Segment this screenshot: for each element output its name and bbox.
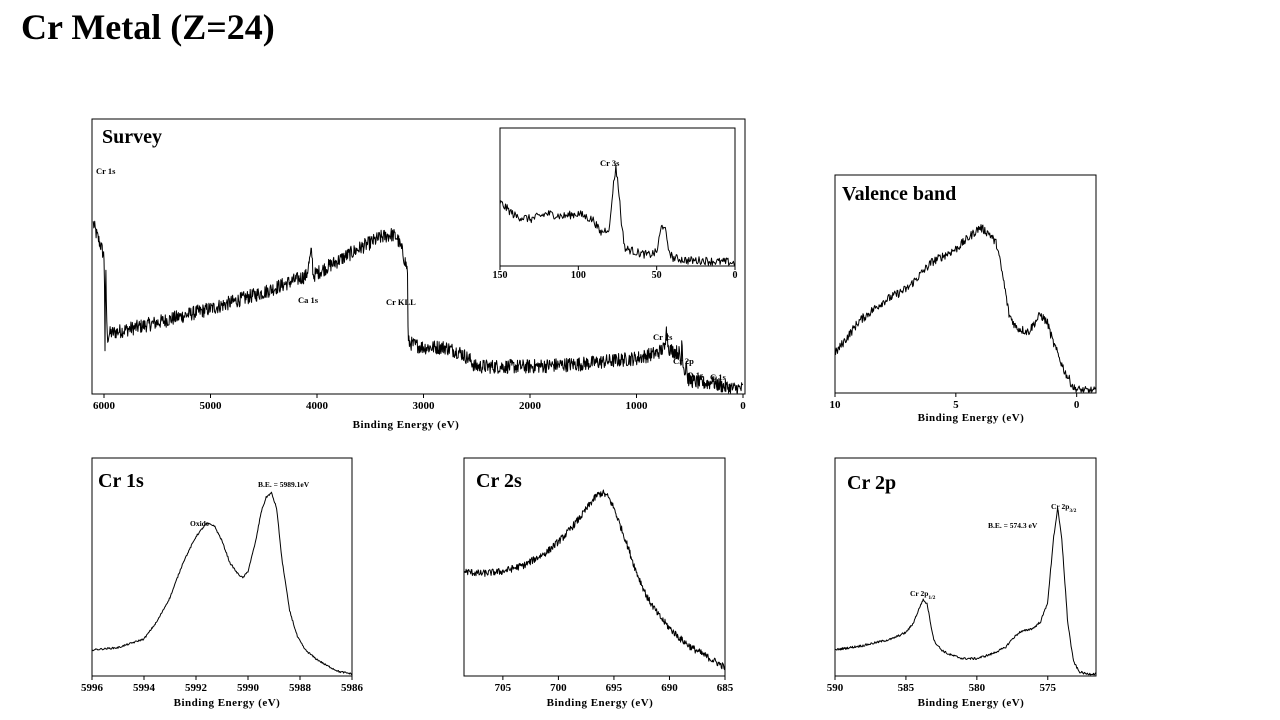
- valence-title: Valence band: [842, 183, 956, 205]
- cr1s-title: Cr 1s: [98, 470, 144, 492]
- cr2p-title: Cr 2p: [847, 472, 896, 494]
- survey-spectrum: [92, 220, 744, 394]
- annotation-cr-3s: Cr 3s: [600, 158, 620, 168]
- cr2s-panel: Cr 2s Binding Energy (eV) 705 700 695 690 68…: [463, 457, 734, 709]
- valence-tick-label: 0: [1074, 399, 1080, 411]
- cr2s-frame: [463, 457, 726, 677]
- cr1s-tick-label: 5986: [341, 682, 364, 694]
- valence-spectrum: [834, 224, 1097, 393]
- cr2p-tick-label: 575: [1040, 682, 1057, 694]
- survey-tick-label: 4000: [306, 400, 329, 412]
- cr2p-ticks: 590 585 580 575: [827, 676, 1057, 694]
- cr1s-tick-label: 5996: [81, 682, 104, 694]
- cr2p-frame: [834, 457, 1097, 677]
- cr2p-tick-label: 585: [898, 682, 915, 694]
- survey-frame: [91, 118, 746, 395]
- survey-title: Survey: [102, 126, 162, 148]
- cr1s-frame: [91, 457, 353, 677]
- survey-tick-label: 6000: [93, 400, 116, 412]
- cr2s-tick-label: 690: [661, 682, 678, 694]
- valence-xlabel: Binding Energy (eV): [918, 412, 1025, 424]
- survey-annotations: Cr 1s Ca 1s Cr KLL Cr 2s Cr 2p O 1s C 1s: [96, 166, 727, 382]
- cr2p-tick-label: 590: [827, 682, 844, 694]
- annotation-cr1s-be: B.E. = 5989.1eV: [258, 480, 310, 489]
- survey-inset-spectrum: [499, 164, 736, 266]
- cr1s-xlabel: Binding Energy (eV): [174, 697, 281, 709]
- cr1s-spectrum: [91, 491, 353, 675]
- survey-tick-label: 3000: [413, 400, 436, 412]
- cr2p-panel: Cr 2p Binding Energy (eV) 590 585 580 575 C…: [827, 457, 1097, 709]
- cr2s-tick-label: 695: [606, 682, 623, 694]
- valence-ticks: 10 5 0: [830, 393, 1080, 411]
- cr2s-tick-label: 705: [495, 682, 512, 694]
- survey-xlabel: Binding Energy (eV): [353, 419, 460, 431]
- valence-tick-label: 10: [830, 399, 842, 411]
- cr1s-tick-label: 5992: [185, 682, 208, 694]
- survey-inset-tick-label: 50: [652, 270, 662, 281]
- valence-tick-label: 5: [953, 399, 959, 411]
- page-title: Cr Metal (Z=24): [21, 7, 275, 47]
- cr1s-ticks: 5996 5994 5992 5990 5988 5986: [81, 676, 364, 694]
- cr2s-ticks: 705 700 695 690 685: [495, 676, 734, 694]
- annotation-cr-2p: Cr 2p: [673, 356, 694, 366]
- cr1s-tick-label: 5990: [237, 682, 260, 694]
- annotation-cr-1s: Cr 1s: [96, 166, 116, 176]
- annotation-oxide: Oxide: [190, 519, 210, 528]
- cr2p-xlabel: Binding Energy (eV): [918, 697, 1025, 709]
- survey-panel: Survey Binding Energy (eV) 6000 5000 4000 3…: [91, 118, 746, 431]
- cr1s-tick-label: 5994: [133, 682, 156, 694]
- annotation-cr-2p-1-2-label: Cr 2p: [910, 589, 928, 598]
- survey-tick-label: 0: [740, 400, 746, 412]
- annotation-cr-2s: Cr 2s: [653, 332, 673, 342]
- valence-frame: [834, 174, 1097, 394]
- cr2s-tick-label: 700: [550, 682, 567, 694]
- annotation-cr-2p-3-2-sub: 3/2: [1069, 508, 1076, 514]
- cr2s-tick-label: 685: [717, 682, 734, 694]
- annotation-cr-2p-1-2: Cr 2p1/2: [910, 589, 936, 601]
- survey-tick-label: 1000: [626, 400, 649, 412]
- annotation-cr-kll: Cr KLL: [386, 297, 416, 307]
- annotation-cr-2p-3-2-label: Cr 2p: [1051, 502, 1069, 511]
- survey-inset-tick-label: 100: [571, 270, 586, 281]
- survey-inset-tick-label: 0: [733, 270, 738, 281]
- valence-panel: Valence band Binding Energy (eV) 10 5 0: [830, 174, 1097, 424]
- survey-inset-ticks: 150 100 50 0: [493, 266, 738, 281]
- annotation-ca-1s: Ca 1s: [298, 295, 319, 305]
- cr2s-spectrum: [463, 489, 726, 671]
- annotation-cr-2p-1-2-sub: 1/2: [928, 595, 935, 601]
- cr2p-spectrum: [834, 508, 1097, 676]
- annotation-cr2p-be: B.E. = 574.3 eV: [988, 521, 1038, 530]
- survey-inset-frame: [499, 127, 736, 267]
- cr2s-title: Cr 2s: [476, 470, 522, 492]
- cr1s-panel: Cr 1s Binding Energy (eV) 5996 5994 5992 59…: [81, 457, 364, 709]
- survey-inset-tick-label: 150: [493, 270, 508, 281]
- cr2s-xlabel: Binding Energy (eV): [547, 697, 654, 709]
- cr2p-tick-label: 580: [969, 682, 986, 694]
- survey-tick-label: 2000: [519, 400, 542, 412]
- annotation-c-1s: C 1s: [710, 372, 727, 382]
- annotation-cr-2p-3-2: Cr 2p3/2: [1051, 502, 1077, 514]
- cr1s-tick-label: 5988: [289, 682, 312, 694]
- survey-ticks: 6000 5000 4000 3000 2000 1000 0: [93, 394, 746, 412]
- annotation-o-1s: O 1s: [687, 370, 704, 380]
- survey-tick-label: 5000: [200, 400, 223, 412]
